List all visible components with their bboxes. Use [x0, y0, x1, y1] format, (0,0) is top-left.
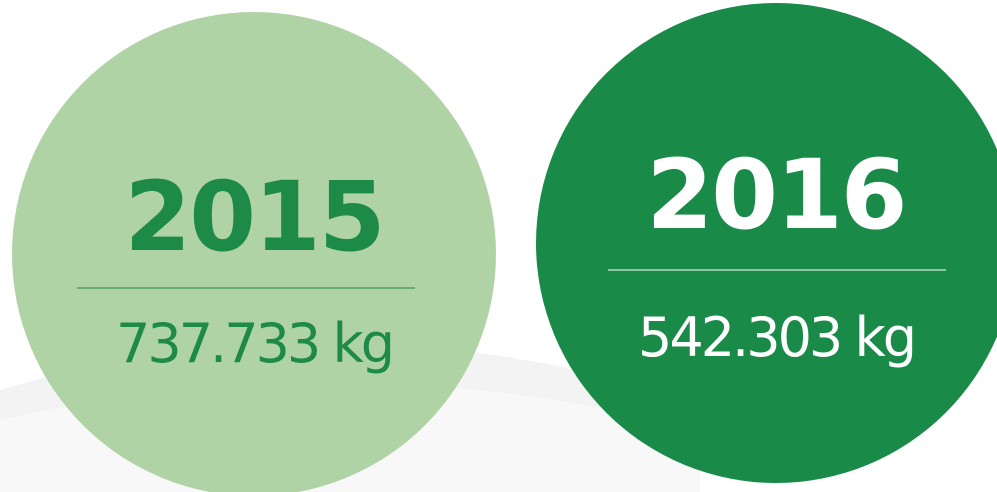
value-label: 737.733 kg: [116, 312, 392, 375]
year-label: 2016: [646, 139, 905, 251]
circle: [12, 12, 496, 492]
circle: [536, 3, 997, 483]
value-label: 542.303 kg: [638, 306, 914, 369]
year-card: 2015 737.733 kg: [12, 12, 496, 492]
year-card: 2016 542.303 kg: [536, 3, 997, 483]
year-label: 2015: [124, 161, 383, 273]
